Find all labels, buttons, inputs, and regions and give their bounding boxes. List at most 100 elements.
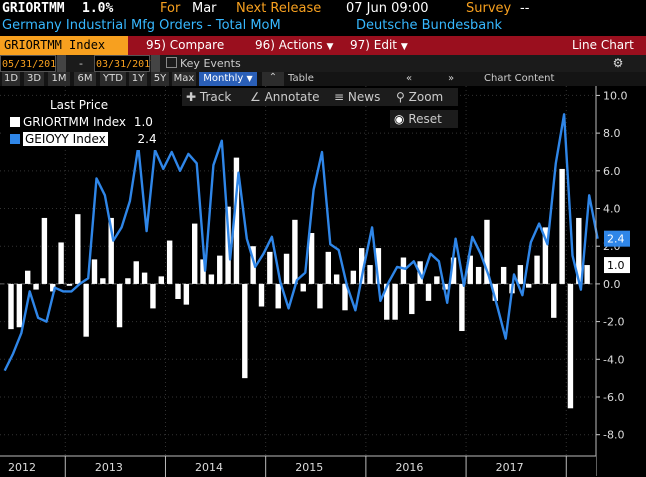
bar	[325, 251, 331, 284]
track-button[interactable]: ✚ Track	[182, 88, 246, 106]
edit-label: 97) Edit	[350, 38, 398, 52]
x-axis: 2012 2013 2014 2015 2016 2017	[0, 455, 596, 477]
bar	[467, 255, 473, 284]
for-label: For	[160, 1, 181, 16]
bar	[400, 257, 407, 284]
bar	[542, 227, 549, 284]
news-icon: ≡	[334, 90, 345, 104]
actions-button[interactable]: 96) Actions ▼	[255, 36, 333, 55]
key-events-checkbox[interactable]	[166, 55, 177, 72]
bar	[100, 278, 106, 284]
bar	[434, 276, 440, 284]
bar	[91, 259, 98, 284]
start-date-input[interactable]: 05/31/2011	[0, 55, 62, 72]
last-value-tag-line-text: 2.4	[607, 233, 625, 246]
period-tab[interactable]: 1D	[2, 72, 20, 86]
bar	[183, 283, 190, 305]
magnifier-icon: ⚲	[396, 90, 405, 104]
collapse-icon[interactable]: «	[405, 73, 413, 84]
x-tick-label: 2016	[395, 461, 423, 474]
reset-icon: ◉	[394, 112, 405, 126]
edit-button[interactable]: 97) Edit ▼	[350, 36, 408, 55]
bar	[41, 217, 48, 284]
crosshair-icon: ✚	[186, 90, 197, 104]
legend-last-value: 1.0	[133, 115, 153, 129]
legend-series-name: GEIOYY Index	[23, 132, 108, 146]
period-tab[interactable]: 1Y	[129, 72, 147, 86]
calendar-icon[interactable]	[151, 55, 160, 72]
frequency-label: Monthly	[203, 73, 244, 84]
bar	[16, 283, 23, 328]
end-date-input[interactable]: 03/31/2017	[94, 55, 156, 72]
chart[interactable]: 10.08.06.04.02.00.0-2.0-4.0-6.0-8.0 2012…	[0, 86, 646, 477]
bar	[551, 283, 557, 318]
bar	[333, 274, 340, 284]
reset-button[interactable]: ◉ Reset	[390, 110, 458, 128]
bar	[141, 272, 148, 284]
bar	[300, 283, 306, 292]
security-description: Germany Industrial Mfg Orders - Total Mo…	[2, 18, 281, 33]
legend-last-value: 2.4	[137, 132, 157, 146]
bar	[267, 251, 273, 284]
bar	[75, 214, 81, 284]
bar	[567, 283, 574, 409]
legend-item-griortmm[interactable]: GRIORTMM Index 1.0	[10, 115, 153, 130]
bar-series	[8, 157, 590, 409]
frequency-dropdown[interactable]: Monthly ▼	[199, 72, 257, 86]
y-tick-label: 6.0	[603, 165, 621, 178]
chart-content-button[interactable]: Chart Content	[484, 73, 555, 84]
legend-item-geioyy[interactable]: GEIOYY Index 2.4	[10, 132, 157, 147]
y-tick-label: -4.0	[603, 353, 624, 366]
bar	[526, 283, 532, 288]
settings-gear-icon[interactable]: ⚙	[590, 55, 646, 72]
bar	[217, 255, 223, 284]
line-series	[3, 113, 599, 372]
bar	[33, 283, 39, 290]
period-tab[interactable]: 5Y	[151, 72, 169, 86]
x-axis-band	[0, 456, 596, 477]
bar	[576, 217, 582, 284]
calendar-icon[interactable]	[57, 55, 66, 72]
y-tick-label: -2.0	[603, 316, 624, 329]
chevron-down-icon: ▼	[400, 42, 408, 52]
bar	[283, 253, 290, 284]
bar	[133, 261, 139, 284]
last-value-tag-bar	[604, 257, 630, 274]
bar	[25, 270, 31, 284]
period-tab[interactable]: YTD	[100, 72, 126, 86]
bar	[359, 248, 365, 284]
table-toggle[interactable]: Table	[288, 73, 314, 84]
period-tab[interactable]: 3D	[24, 72, 44, 86]
chart-type-button[interactable]: Line Chart	[572, 38, 634, 52]
bar	[108, 217, 114, 284]
period-tab[interactable]: Max	[172, 72, 196, 86]
bar	[425, 283, 432, 301]
last-value-tag-bar-text: 1.0	[607, 259, 625, 272]
expand-icon[interactable]: »	[447, 73, 455, 84]
compare-button[interactable]: 95) Compare	[146, 38, 225, 52]
bar	[66, 283, 73, 286]
annotate-label: Annotate	[264, 90, 320, 104]
bar	[200, 259, 206, 284]
bar	[384, 283, 390, 320]
data-source: Deutsche Bundesbank	[356, 18, 503, 33]
period-tabs: 1D 3D 1M 6M YTD 1Y 5Y Max Monthly ▼ ⌃ Ta…	[0, 72, 646, 86]
bar	[125, 278, 131, 284]
last-value-tag-line	[604, 230, 630, 247]
zoom-button[interactable]: ⚲ Zoom	[392, 88, 458, 106]
bar	[175, 283, 181, 299]
bar	[50, 283, 56, 292]
annotate-button[interactable]: ∠ Annotate	[246, 88, 332, 106]
chart-view-icon[interactable]: ⌃	[262, 72, 284, 86]
period-tab[interactable]: 1M	[48, 72, 70, 86]
bar	[492, 283, 498, 301]
ticker-label: GRIORTMM	[2, 1, 65, 16]
bar	[450, 257, 457, 284]
news-button[interactable]: ≡ News	[330, 88, 394, 106]
x-tick-label: 2015	[295, 461, 323, 474]
ticker-input[interactable]: GRIORTMM Index	[0, 36, 128, 55]
bar	[275, 283, 281, 309]
y-tick-label: 4.0	[603, 203, 621, 216]
y-tick-label: -8.0	[603, 429, 624, 442]
period-tab[interactable]: 6M	[74, 72, 96, 86]
